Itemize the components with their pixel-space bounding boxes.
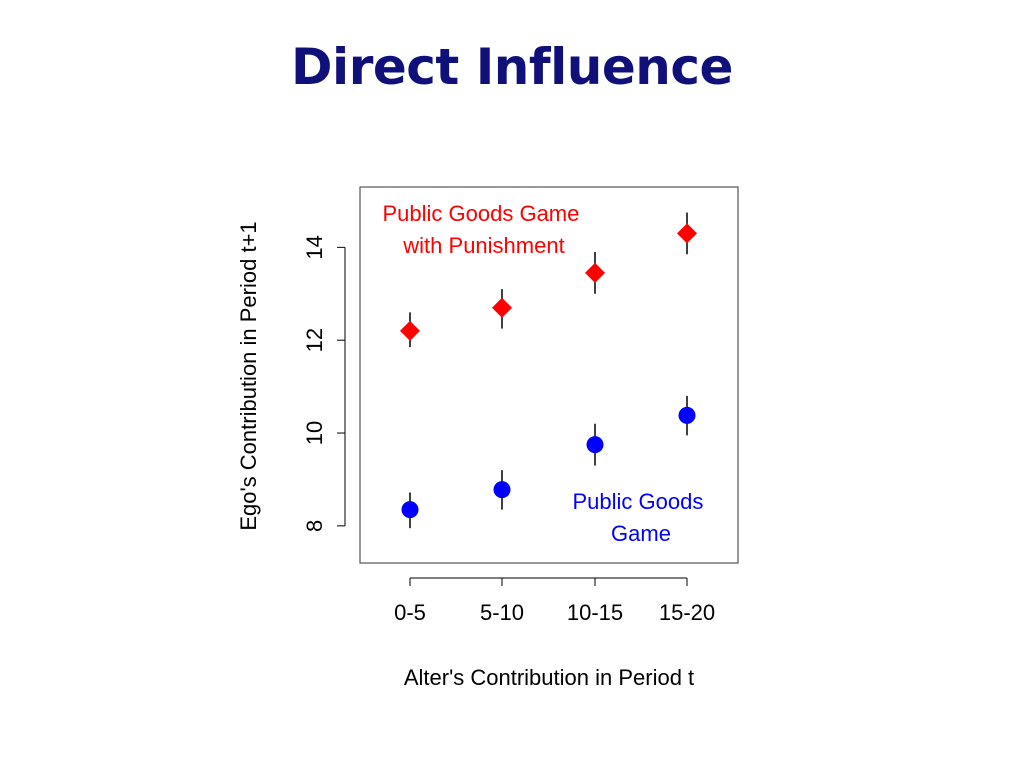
- punishment-label-line-1: Public Goods Game: [383, 201, 580, 226]
- circle-point: [493, 481, 511, 499]
- public-goods-label-line-1: Public Goods: [573, 489, 704, 514]
- y-tick-label: 12: [302, 328, 327, 352]
- diamond-point: [400, 320, 420, 341]
- x-tick-label: 0-5: [394, 600, 426, 625]
- diamond-point: [677, 223, 697, 244]
- y-tick-label: 10: [302, 421, 327, 445]
- public-goods-series-label: Public Goods Game: [573, 489, 710, 546]
- circle-point: [401, 501, 419, 519]
- punishment-series-label: Public Goods Game with Punishment: [383, 201, 586, 258]
- y-axis-title: Ego's Contribution in Period t+1: [236, 221, 261, 530]
- slide-title: Direct Influence: [291, 38, 733, 96]
- y-tick-label: 14: [302, 235, 327, 259]
- public-goods-label-line-2: Game: [611, 521, 671, 546]
- y-tick-label: 8: [302, 520, 327, 532]
- data-marks: [400, 212, 697, 529]
- punishment-label-line-2: with Punishment: [402, 233, 564, 258]
- circle-point: [586, 436, 604, 454]
- x-axis: 0-5 5-10 10-15 15-20: [394, 577, 715, 625]
- x-tick-label: 10-15: [567, 600, 623, 625]
- x-axis-title: Alter's Contribution in Period t: [404, 665, 694, 690]
- diamond-point: [492, 297, 512, 318]
- y-axis: 8 10 12 14: [302, 235, 346, 532]
- x-tick-label: 5-10: [480, 600, 524, 625]
- x-tick-label: 15-20: [659, 600, 715, 625]
- diamond-point: [585, 262, 605, 283]
- circle-point: [678, 406, 696, 424]
- plot-area-frame: [359, 186, 739, 564]
